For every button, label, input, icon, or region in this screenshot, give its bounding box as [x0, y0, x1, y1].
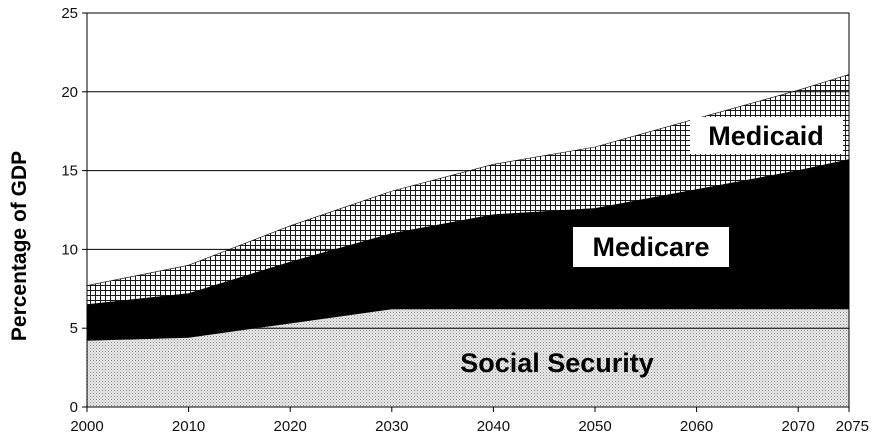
- y-tick-label-10: 10: [61, 241, 78, 258]
- area-medicare: [87, 159, 849, 341]
- series-label-medicaid: Medicaid: [708, 121, 824, 151]
- x-axis-ticks: 2000 2010 2020 2030 2040 2050 2060 2070 2075: [70, 407, 869, 435]
- x-tick-label-2060: 2060: [680, 418, 713, 435]
- y-tick-label-15: 15: [61, 163, 78, 180]
- y-axis-ticks: 0 5 10 15 20 25: [61, 5, 87, 416]
- area-social-security: [87, 309, 849, 407]
- plot-frame: [86, 12, 850, 408]
- label-medicare: Medicare: [573, 227, 729, 267]
- y-tick-label-0: 0: [70, 399, 78, 416]
- x-tick-label-2075: 2075: [836, 418, 869, 435]
- x-tick-label-2070: 2070: [782, 418, 815, 435]
- y-tick-label-5: 5: [70, 320, 78, 337]
- x-tick-label-2010: 2010: [172, 418, 205, 435]
- x-tick-label-2030: 2030: [375, 418, 408, 435]
- y-axis-label: Percentage of GDP: [8, 151, 31, 341]
- y-tick-label-20: 20: [61, 84, 78, 101]
- x-tick-label-2050: 2050: [578, 418, 611, 435]
- x-tick-label-2040: 2040: [477, 418, 510, 435]
- x-tick-label-2020: 2020: [274, 418, 307, 435]
- series-label-medicare: Medicare: [592, 232, 709, 262]
- area-series-group: [86, 74, 850, 407]
- series-label-social-security: Social Security: [460, 348, 654, 378]
- y-tick-label-25: 25: [61, 5, 78, 22]
- label-medicaid: Medicaid: [690, 117, 843, 154]
- x-tick-label-2000: 2000: [70, 418, 103, 435]
